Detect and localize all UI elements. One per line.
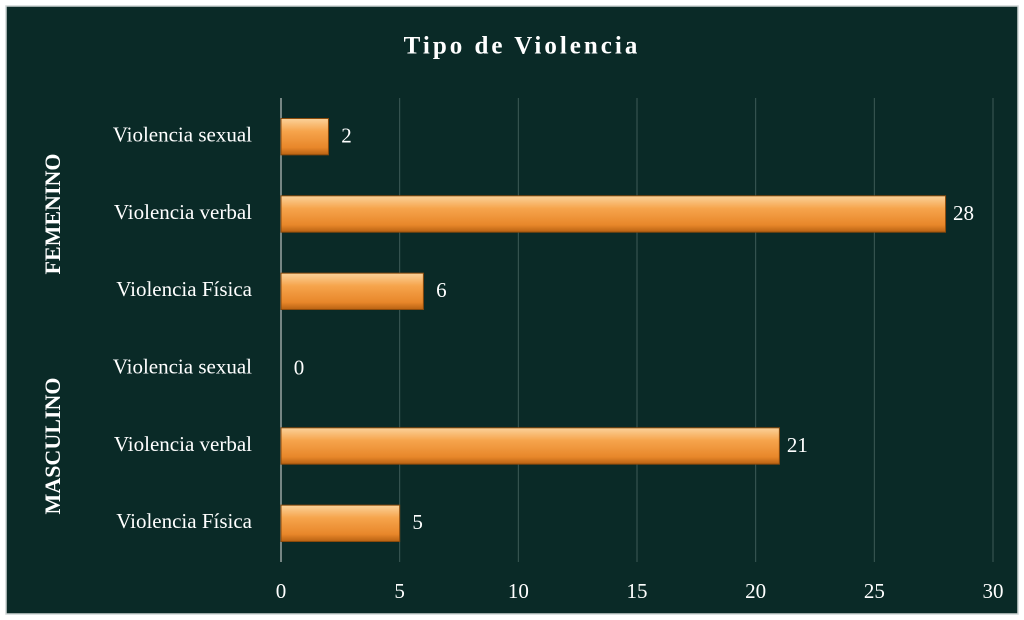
data-label: 6 <box>436 278 447 302</box>
y-tick-label: Violencia sexual <box>113 122 252 146</box>
x-tick-label: 0 <box>276 579 287 603</box>
y-tick-label: Violencia Física <box>116 277 252 301</box>
x-tick-label: 20 <box>745 579 766 603</box>
bar <box>280 272 424 311</box>
bar <box>280 427 780 465</box>
x-tick-label: 15 <box>627 579 648 603</box>
y-tick-label: Violencia verbal <box>114 200 252 224</box>
data-label: 21 <box>787 433 808 457</box>
chart-background <box>5 5 1019 615</box>
x-tick-label: 5 <box>394 579 405 603</box>
group-label: MASCULINO <box>40 378 65 515</box>
data-label: 28 <box>953 201 974 225</box>
data-label: 2 <box>341 123 352 147</box>
bar <box>280 195 947 233</box>
chart-title: Tipo de Violencia <box>404 33 641 60</box>
data-label: 0 <box>294 355 305 379</box>
y-tick-label: Violencia sexual <box>113 354 252 378</box>
group-label: FEMENINO <box>40 154 65 275</box>
y-tick-label: Violencia Física <box>116 509 252 533</box>
y-tick-label: Violencia verbal <box>114 432 252 456</box>
bar <box>280 504 401 543</box>
data-label: 5 <box>412 510 423 534</box>
x-tick-label: 30 <box>983 579 1004 603</box>
bar <box>280 117 329 156</box>
x-tick-label: 25 <box>864 579 885 603</box>
x-tick-label: 10 <box>508 579 529 603</box>
